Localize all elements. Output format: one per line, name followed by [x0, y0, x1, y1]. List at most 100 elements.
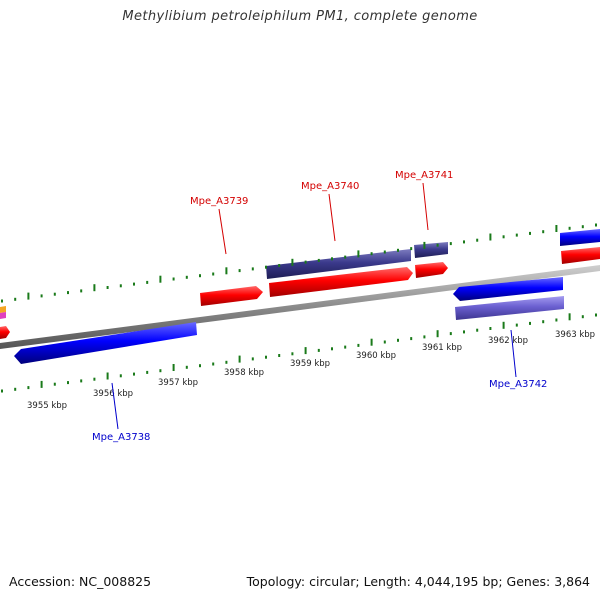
major-tick	[93, 284, 96, 292]
minor-tick	[542, 230, 545, 234]
minor-tick	[27, 386, 30, 390]
tick-label: 3958 kbp	[224, 368, 264, 378]
minor-tick	[515, 233, 518, 237]
major-tick	[172, 364, 175, 371]
minor-tick	[1, 389, 3, 393]
major-tick	[489, 233, 492, 241]
minor-tick	[278, 354, 281, 357]
minor-tick	[67, 381, 69, 385]
edge-feature-orange	[0, 306, 6, 313]
gene-mpe-a3741-arrow	[415, 262, 448, 278]
minor-tick	[344, 345, 347, 349]
minor-tick	[397, 338, 399, 342]
minor-tick	[251, 357, 254, 361]
minor-tick	[383, 340, 386, 344]
map-title: Methylibium petroleiphilum PM1, complete…	[122, 9, 478, 24]
gene-label-mpe-a3739[interactable]: Mpe_A3739	[190, 196, 248, 207]
minor-tick	[133, 282, 135, 286]
minor-tick	[463, 330, 465, 334]
major-tick	[27, 292, 30, 300]
minor-tick	[331, 257, 333, 261]
minor-tick	[304, 260, 307, 264]
gene-mpe-a3742-arrow	[453, 277, 563, 301]
major-tick	[423, 241, 426, 249]
inner-tick-labels: 3955 kbp 3956 kbp 3957 kbp 3958 kbp 3959…	[27, 351, 396, 411]
minor-tick	[581, 225, 584, 229]
rna-forward-navy-1	[266, 249, 411, 279]
outer-tick-labels: 3961 kbp 3962 kbp 3963 kbp	[422, 330, 595, 353]
gene-label-mpe-a3740[interactable]: Mpe_A3740	[301, 181, 359, 192]
minor-tick	[146, 370, 149, 374]
minor-tick	[449, 242, 452, 246]
tick-label: 3963 kbp	[555, 330, 595, 340]
tick-label: 3957 kbp	[158, 378, 198, 388]
leader-line-mpe-a3738	[111, 382, 119, 430]
minor-tick	[172, 277, 175, 281]
edge-feature-magenta	[0, 312, 6, 319]
gene-label-mpe-a3741[interactable]: Mpe_A3741	[395, 170, 453, 181]
minor-tick	[449, 332, 452, 336]
minor-tick	[133, 372, 135, 376]
minor-tick	[489, 327, 492, 330]
minor-tick	[119, 374, 122, 378]
major-tick	[555, 225, 558, 232]
minor-tick	[14, 387, 17, 391]
minor-tick	[146, 280, 149, 284]
minor-tick	[476, 328, 479, 332]
minor-tick	[331, 347, 333, 351]
minor-tick	[291, 352, 294, 356]
tick-label: 3955 kbp	[27, 401, 67, 411]
minor-tick	[67, 291, 69, 295]
gene-mpe-a3738-arrow	[14, 322, 197, 364]
edge-gene-red-arrow	[0, 326, 10, 339]
minor-tick	[383, 250, 386, 254]
major-tick	[159, 275, 162, 283]
tick-label: 3959 kbp	[290, 359, 330, 369]
minor-tick	[1, 299, 3, 303]
leader-line-mpe-a3742	[510, 329, 517, 378]
minor-tick	[53, 382, 56, 386]
gene-mpe-a3740-arrow	[269, 267, 413, 297]
gene-forward-red-right-edge	[561, 247, 600, 264]
minor-tick	[212, 362, 215, 366]
minor-tick	[159, 369, 162, 373]
rna-forward-navy-2	[414, 242, 448, 258]
minor-tick	[199, 274, 201, 278]
minor-tick	[502, 235, 505, 239]
leader-line-mpe-a3739	[218, 208, 227, 255]
major-tick	[291, 258, 294, 266]
gene-label-mpe-a3738[interactable]: Mpe_A3738	[92, 432, 150, 443]
minor-tick	[581, 315, 584, 319]
major-tick	[304, 347, 307, 355]
major-tick	[357, 250, 360, 258]
minor-tick	[185, 365, 188, 369]
inner-tick-ring	[1, 313, 597, 393]
minor-tick	[185, 275, 188, 279]
minor-tick	[106, 286, 109, 289]
minor-tick	[238, 269, 241, 273]
minor-tick	[370, 252, 373, 256]
minor-tick	[568, 226, 571, 230]
minor-tick	[317, 348, 320, 352]
minor-tick	[410, 247, 413, 251]
rna-reverse-violet	[455, 296, 564, 320]
minor-tick	[595, 313, 597, 317]
leader-line-mpe-a3740	[328, 193, 336, 242]
minor-tick	[199, 364, 201, 368]
minor-tick	[212, 272, 215, 276]
gene-reverse-blue-right-edge	[560, 229, 600, 246]
minor-tick	[317, 258, 320, 262]
major-tick	[568, 313, 571, 321]
genome-backbone	[0, 265, 600, 349]
major-tick	[370, 338, 373, 346]
gene-label-mpe-a3742[interactable]: Mpe_A3742	[489, 379, 547, 390]
minor-tick	[515, 323, 518, 327]
minor-tick	[476, 238, 479, 242]
minor-tick	[410, 337, 413, 341]
minor-tick	[80, 289, 83, 293]
minor-tick	[93, 377, 96, 381]
minor-tick	[595, 223, 597, 227]
major-tick	[436, 330, 439, 338]
